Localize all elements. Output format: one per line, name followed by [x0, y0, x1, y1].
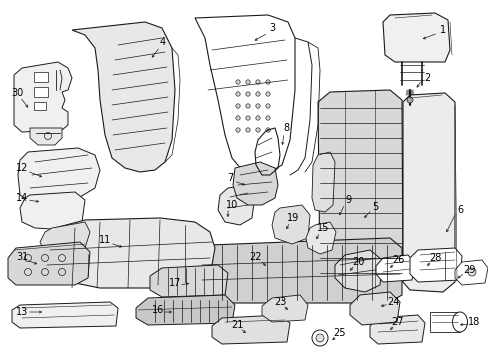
Polygon shape: [72, 22, 175, 172]
Circle shape: [235, 80, 240, 84]
Text: 16: 16: [152, 305, 164, 315]
Ellipse shape: [451, 312, 467, 332]
Circle shape: [245, 80, 250, 84]
Circle shape: [406, 97, 412, 103]
Polygon shape: [334, 250, 381, 292]
Polygon shape: [34, 72, 48, 82]
Text: 8: 8: [283, 123, 288, 133]
Text: 28: 28: [428, 253, 440, 263]
Circle shape: [59, 255, 65, 261]
Circle shape: [41, 269, 48, 275]
Text: 3: 3: [268, 23, 274, 33]
Circle shape: [265, 116, 270, 120]
Polygon shape: [34, 87, 48, 97]
Polygon shape: [305, 222, 335, 254]
Polygon shape: [271, 205, 309, 244]
Circle shape: [59, 269, 65, 275]
Polygon shape: [218, 185, 254, 225]
Polygon shape: [8, 242, 90, 285]
Circle shape: [467, 268, 475, 276]
Polygon shape: [232, 162, 278, 205]
Circle shape: [265, 92, 270, 96]
Text: 23: 23: [273, 297, 285, 307]
Circle shape: [315, 334, 324, 342]
Text: 26: 26: [391, 255, 404, 265]
Polygon shape: [212, 315, 289, 344]
Text: 24: 24: [386, 297, 398, 307]
Circle shape: [235, 116, 240, 120]
Circle shape: [265, 80, 270, 84]
Text: 25: 25: [333, 328, 346, 338]
Circle shape: [245, 128, 250, 132]
Polygon shape: [45, 218, 215, 288]
Circle shape: [245, 116, 250, 120]
Text: 30: 30: [11, 88, 23, 98]
Text: 15: 15: [316, 223, 328, 233]
Text: 12: 12: [16, 163, 28, 173]
Polygon shape: [14, 62, 72, 132]
Polygon shape: [200, 238, 401, 303]
Text: 7: 7: [226, 173, 233, 183]
Circle shape: [24, 269, 31, 275]
Text: 27: 27: [391, 317, 404, 327]
Text: 1: 1: [439, 25, 445, 35]
Polygon shape: [150, 265, 227, 297]
Text: 18: 18: [467, 317, 479, 327]
Circle shape: [235, 104, 240, 108]
Polygon shape: [12, 302, 118, 328]
Circle shape: [255, 92, 260, 96]
Text: 29: 29: [462, 265, 474, 275]
Polygon shape: [382, 13, 449, 62]
Circle shape: [245, 92, 250, 96]
Polygon shape: [34, 102, 46, 110]
Circle shape: [44, 132, 51, 139]
Circle shape: [311, 330, 327, 346]
Polygon shape: [405, 90, 413, 95]
Circle shape: [265, 128, 270, 132]
Circle shape: [255, 104, 260, 108]
Polygon shape: [195, 15, 294, 175]
Text: 9: 9: [344, 195, 350, 205]
Text: 22: 22: [249, 252, 262, 262]
Circle shape: [245, 104, 250, 108]
Polygon shape: [402, 93, 454, 292]
Text: 2: 2: [423, 73, 429, 83]
Text: 17: 17: [168, 278, 181, 288]
Polygon shape: [454, 260, 487, 285]
Text: 4: 4: [160, 37, 166, 47]
Text: 6: 6: [456, 205, 462, 215]
Text: 20: 20: [351, 257, 364, 267]
Polygon shape: [20, 192, 85, 230]
Text: 5: 5: [371, 202, 377, 212]
Polygon shape: [30, 128, 62, 145]
Polygon shape: [136, 295, 235, 325]
Polygon shape: [369, 315, 424, 344]
Circle shape: [24, 255, 31, 261]
Circle shape: [235, 128, 240, 132]
Bar: [429, 312, 459, 332]
Text: 31: 31: [16, 252, 28, 262]
Polygon shape: [317, 90, 402, 288]
Circle shape: [255, 128, 260, 132]
Polygon shape: [375, 255, 414, 282]
Text: 10: 10: [225, 200, 238, 210]
Polygon shape: [18, 148, 100, 205]
Text: 14: 14: [16, 193, 28, 203]
Polygon shape: [409, 248, 461, 282]
Circle shape: [255, 80, 260, 84]
Text: 13: 13: [16, 307, 28, 317]
Circle shape: [255, 116, 260, 120]
Polygon shape: [40, 222, 90, 255]
Text: 11: 11: [99, 235, 111, 245]
Polygon shape: [349, 292, 399, 325]
Circle shape: [265, 104, 270, 108]
Text: 21: 21: [230, 320, 243, 330]
Text: 19: 19: [286, 213, 299, 223]
Polygon shape: [262, 295, 307, 322]
Circle shape: [235, 92, 240, 96]
Circle shape: [41, 255, 48, 261]
Polygon shape: [311, 152, 334, 212]
